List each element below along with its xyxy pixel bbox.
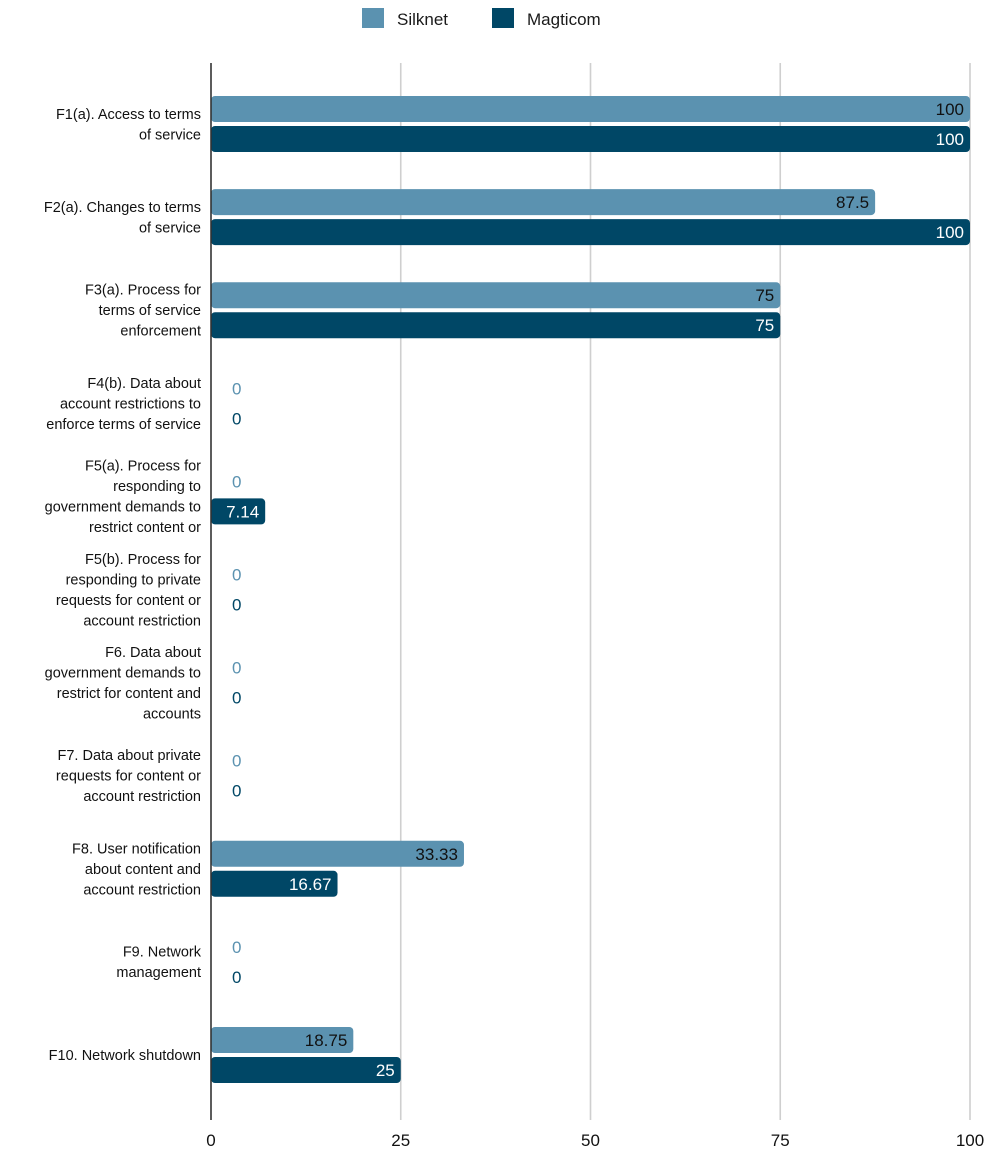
category-label: F4(b). Data about account restrictions to…: [46, 376, 201, 433]
category-label: F2(a). Changes to terms of service: [44, 200, 201, 237]
category-label-line: enforcement: [120, 324, 201, 340]
value-label-silknet: 87.5: [836, 193, 869, 212]
category-label-line: account restriction: [83, 882, 201, 898]
x-tick-label: 25: [391, 1131, 410, 1150]
value-label-silknet: 0: [232, 752, 241, 771]
value-label-magticom: 0: [232, 409, 241, 428]
category-label-line: account restriction: [83, 613, 201, 629]
value-label-silknet: 0: [232, 472, 241, 491]
category-label-line: F1(a). Access to terms: [56, 107, 201, 123]
bar-magticom: [211, 126, 970, 152]
value-label-silknet: 18.75: [305, 1031, 348, 1050]
legend-label-silknet: Silknet: [397, 10, 448, 29]
category-label-line: responding to: [113, 479, 201, 495]
bar-silknet: [211, 1027, 354, 1053]
value-label-silknet: 0: [232, 659, 241, 678]
value-label-magticom: 100: [936, 130, 964, 149]
bars: 100 100 87.5 100 75 75 0 0 0 7.14 0 0 0 0 0 0 33.33 16.67…: [211, 96, 970, 1083]
category-label-line: F6. Data about: [105, 645, 201, 661]
value-label-silknet: 0: [232, 938, 241, 957]
category-label-line: management: [116, 965, 201, 981]
value-label-silknet: 100: [936, 100, 964, 119]
bar-magticom: [211, 498, 266, 525]
legend-label-magticom: Magticom: [527, 10, 601, 29]
value-label-magticom: 7.14: [226, 502, 259, 521]
category-label-line: restrict content or: [89, 520, 201, 536]
value-label-silknet: 33.33: [415, 845, 458, 864]
category-label-line: account restrictions to: [60, 396, 201, 412]
value-label-silknet: 0: [232, 379, 241, 398]
category-label-line: of service: [139, 220, 201, 236]
value-label-magticom: 0: [232, 782, 241, 801]
category-label: F5(a). Process for responding to governmen…: [45, 459, 202, 537]
bar-silknet: [211, 282, 781, 309]
category-label: F10. Network shutdown: [49, 1048, 201, 1064]
category-label: F1(a). Access to terms of service: [56, 107, 201, 144]
category-label-line: F4(b). Data about: [87, 376, 201, 392]
category-label-line: accounts: [143, 706, 201, 722]
x-tick-label: 0: [206, 1131, 215, 1150]
bar-magticom: [211, 870, 338, 897]
category-label-line: requests for content or: [56, 769, 201, 785]
category-label-line: F10. Network shutdown: [49, 1048, 201, 1064]
x-tick-label: 50: [581, 1131, 600, 1150]
category-label-line: F8. User notification: [72, 841, 201, 857]
value-label-silknet: 75: [755, 286, 774, 305]
legend-swatch-silknet: [362, 8, 384, 28]
category-label: F7. Data about private requests for conte…: [56, 748, 201, 805]
category-label-line: requests for content or: [56, 593, 201, 609]
category-label-line: F5(a). Process for: [85, 459, 201, 475]
bar-magticom: [211, 219, 970, 246]
category-label-line: F2(a). Changes to terms: [44, 200, 201, 216]
category-label-line: account restriction: [83, 789, 201, 805]
category-label-line: of service: [139, 127, 201, 143]
value-label-magticom: 16.67: [289, 875, 332, 894]
bar-silknet: [211, 840, 464, 867]
category-label: F8. User notification about content and ac…: [72, 841, 201, 898]
category-label-line: F3(a). Process for: [85, 283, 201, 299]
category-label: F3(a). Process for terms of service enforc…: [85, 283, 201, 340]
legend-swatch-magticom: [492, 8, 514, 28]
value-label-magticom: 25: [376, 1061, 395, 1080]
category-label: F9. Network management: [116, 945, 201, 982]
bar-silknet: [211, 189, 876, 216]
category-label-line: responding to private: [66, 572, 201, 588]
category-label-line: restrict for content and: [57, 686, 201, 702]
category-label-line: terms of service: [99, 303, 201, 319]
category-label-line: about content and: [85, 862, 201, 878]
x-tick-label: 75: [771, 1131, 790, 1150]
category-label-line: government demands to: [45, 665, 201, 681]
x-tick-labels: 0 25 50 75 100: [206, 1131, 984, 1150]
category-label-line: enforce terms of service: [46, 417, 201, 433]
bar-magticom: [211, 1057, 401, 1083]
legend: Silknet Magticom: [362, 8, 601, 29]
value-label-magticom: 75: [755, 316, 774, 335]
category-label-line: F7. Data about private: [58, 748, 201, 764]
x-tick-label: 100: [956, 1131, 984, 1150]
value-label-silknet: 0: [232, 566, 241, 585]
bar-magticom: [211, 312, 781, 339]
category-label-line: F9. Network: [123, 945, 202, 961]
value-label-magticom: 0: [232, 968, 241, 987]
category-label: F6. Data about government demands to restr…: [45, 645, 201, 723]
bar-silknet: [211, 96, 970, 122]
value-label-magticom: 0: [232, 596, 241, 615]
category-label-line: government demands to: [45, 500, 201, 516]
value-label-magticom: 0: [232, 689, 241, 708]
category-label: F5(b). Process for responding to private r…: [56, 552, 201, 630]
category-label-line: F5(b). Process for: [85, 552, 201, 568]
value-label-magticom: 100: [936, 223, 964, 242]
